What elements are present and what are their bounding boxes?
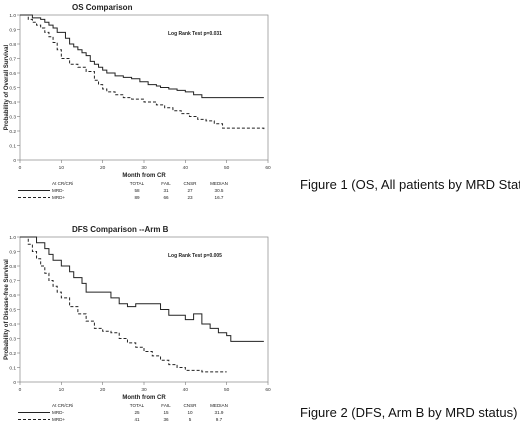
y-tick-label: 0.1 [9, 143, 16, 149]
legend-value: 36 [163, 417, 169, 422]
y-tick-label: 1.0 [9, 13, 16, 19]
legend-value: 58 [134, 188, 140, 193]
y-tick-label: 0.3 [9, 336, 16, 342]
legend-column-header: TOTAL [130, 403, 145, 408]
y-tick-label: 0.2 [9, 129, 16, 135]
x-tick-label: 60 [265, 165, 271, 171]
legend-column-header: CNSR [183, 403, 197, 408]
legend-value: 10 [187, 410, 193, 415]
x-tick-label: 50 [224, 387, 230, 393]
legend-value: 31 [163, 188, 169, 193]
x-tick-label: 20 [100, 165, 106, 171]
legend-column-header: FAIL [161, 403, 171, 408]
log-rank-annotation: Log Rank Test p=0.005 [168, 253, 222, 259]
y-tick-label: 0.8 [9, 42, 16, 48]
x-tick-label: 30 [141, 165, 147, 171]
x-tick-label: 40 [183, 165, 189, 171]
y-tick-label: 0 [13, 380, 16, 386]
y-tick-label: 0.5 [9, 85, 16, 91]
y-tick-label: 0.9 [9, 27, 16, 33]
x-tick-label: 40 [183, 387, 189, 393]
chart-title: DFS Comparison --Arm B [72, 225, 169, 234]
dfs-comparison-chart: DFS Comparison --Arm B 0 0.1 0.2 0.3 0.4 0.5 0.… [4, 225, 271, 422]
y-tick-label: 1.0 [9, 235, 16, 241]
figure-1-caption: Figure 1 (OS, All patients by MRD Status… [300, 177, 520, 192]
y-tick-label: 0.6 [9, 71, 16, 77]
plot-frame [19, 14, 269, 161]
legend-value: 27 [187, 188, 193, 193]
x-tick-label: 20 [100, 387, 106, 393]
x-tick-label: 10 [59, 387, 65, 393]
x-tick-label: 50 [224, 165, 230, 171]
legend-column-header: TOTAL [130, 181, 145, 186]
plot-frame [19, 236, 269, 383]
legend-value: 41 [134, 417, 140, 422]
survival-curve-mrd-positive [20, 236, 227, 373]
log-rank-annotation: Log Rank Test p=0.031 [168, 31, 222, 37]
legend-column-header: MEDIAN [210, 403, 228, 408]
survival-curve-mrd-positive [20, 14, 265, 130]
legend-column-header: FAIL [161, 181, 171, 186]
legend-value: 15 [163, 410, 169, 415]
x-tick-label: 10 [59, 165, 65, 171]
y-tick-label: 0.1 [9, 365, 16, 371]
y-tick-label: 0 [13, 158, 16, 164]
legend-value: 31.9 [215, 410, 224, 415]
os-comparison-chart: OS Comparison 0 0.1 0.2 0.3 0.4 0.5 0.6 0.7 0.8 0.… [4, 3, 271, 200]
x-tick-label: 0 [19, 165, 22, 171]
y-tick-label: 0.8 [9, 264, 16, 270]
y-tick-label: 0.4 [9, 322, 16, 328]
legend-value: 89 [134, 195, 140, 200]
y-tick-label: 0.7 [9, 278, 16, 284]
x-axis-label: Month from CR [122, 173, 166, 179]
legend-column-header: MEDIAN [210, 181, 228, 186]
legend-row-label: MRD+ [52, 417, 65, 422]
y-tick-label: 0.5 [9, 307, 16, 313]
legend-column-header: CNSR [183, 181, 197, 186]
legend-row-label: MRD- [52, 188, 64, 193]
y-axis-label: Probability of Disease-free Survival [4, 259, 10, 360]
legend-value: 25 [134, 410, 140, 415]
survival-curve-mrd-negative [20, 236, 264, 342]
survival-curve-mrd-negative [20, 14, 264, 99]
y-tick-label: 0.4 [9, 100, 16, 106]
y-axis-label: Probability of Overall Survival [4, 44, 10, 130]
legend-row-label: MRD- [52, 410, 64, 415]
figure-2-caption: Figure 2 (DFS, Arm B by MRD status) [300, 405, 518, 420]
legend-value: 30.5 [215, 188, 224, 193]
x-tick-label: 60 [265, 387, 271, 393]
y-tick-label: 0.3 [9, 114, 16, 120]
legend-value: 66 [163, 195, 169, 200]
y-tick-label: 0.7 [9, 56, 16, 62]
legend-value: 16.7 [215, 195, 224, 200]
legend-header: At CR/CRi [52, 403, 73, 408]
legend-header: At CR/CRi [52, 181, 73, 186]
legend-row-label: MRD+ [52, 195, 65, 200]
chart-title: OS Comparison [72, 3, 133, 12]
y-tick-label: 0.6 [9, 293, 16, 299]
legend-value: 5 [189, 417, 192, 422]
y-tick-label: 0.9 [9, 249, 16, 255]
x-tick-label: 30 [141, 387, 147, 393]
legend-value: 23 [187, 195, 193, 200]
x-axis-label: Month from CR [122, 395, 166, 401]
y-tick-label: 0.2 [9, 351, 16, 357]
legend-value: 9.7 [216, 417, 223, 422]
x-tick-label: 0 [19, 387, 22, 393]
